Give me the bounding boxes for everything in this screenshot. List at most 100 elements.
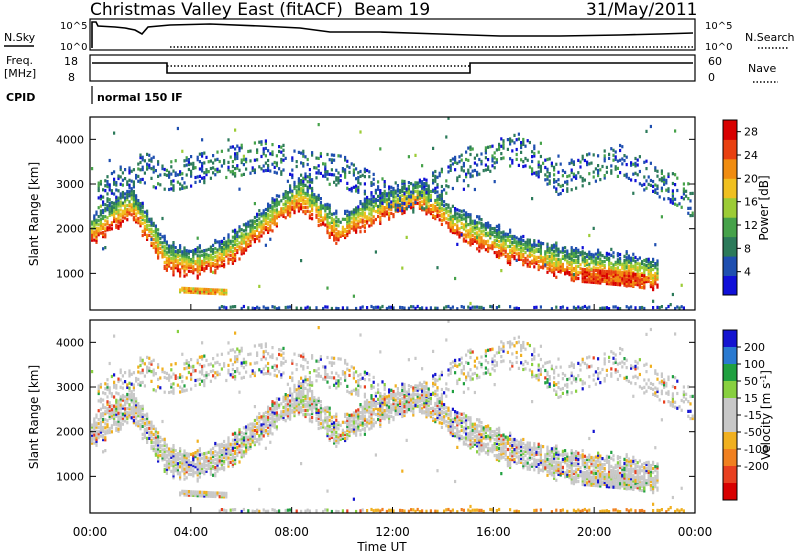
power-cell — [509, 137, 512, 141]
power-cell — [491, 245, 494, 249]
power-cell — [286, 179, 289, 183]
power-cell — [205, 168, 208, 172]
power-cell — [388, 305, 391, 309]
power-cell — [570, 272, 573, 276]
velocity-cell — [113, 373, 116, 377]
power-cell — [632, 280, 635, 284]
power-cell — [192, 166, 195, 170]
power-cell — [500, 137, 503, 141]
power-cell — [352, 226, 355, 230]
power-cell — [190, 269, 193, 274]
power-cell — [396, 201, 399, 205]
power-cell — [592, 272, 595, 276]
power-cell — [91, 236, 94, 240]
velocity-cell — [192, 492, 195, 496]
power-cell — [630, 282, 633, 286]
power-cell — [443, 212, 446, 216]
power-cell — [361, 214, 364, 218]
power-cell — [418, 193, 421, 197]
power-cell — [478, 233, 481, 237]
power-cell — [412, 197, 415, 201]
power-cell — [445, 184, 448, 188]
velocity-cell — [198, 382, 201, 386]
velocity-cell — [137, 404, 140, 408]
power-cell — [440, 208, 443, 212]
power-cell — [284, 202, 287, 206]
power-cell — [236, 151, 239, 156]
power-cell — [117, 204, 120, 208]
power-cell — [157, 160, 160, 164]
power-cell — [258, 231, 261, 235]
velocity-cell — [143, 431, 146, 435]
power-cell — [566, 265, 569, 269]
power-cell — [577, 256, 580, 260]
power-cell — [234, 240, 237, 244]
power-cell — [231, 253, 234, 257]
velocity-cell — [128, 415, 131, 419]
power-cell — [225, 244, 228, 248]
power-cell — [528, 254, 531, 258]
power-cell — [643, 276, 646, 280]
power-cell — [467, 168, 470, 172]
power-cell — [544, 258, 547, 262]
velocity-cell — [99, 430, 102, 434]
power-cell — [333, 230, 336, 234]
power-cell — [231, 243, 234, 247]
power-cell — [203, 161, 206, 165]
velocity-cell — [113, 416, 116, 420]
power-cell — [526, 244, 529, 248]
power-cell — [473, 168, 476, 173]
power-cell — [97, 223, 100, 227]
power-cell — [315, 195, 318, 199]
power-cell — [579, 251, 582, 255]
power-cell — [220, 259, 223, 264]
power-cell — [341, 225, 344, 229]
velocity-cell — [209, 466, 212, 470]
power-cell — [128, 212, 131, 216]
power-cell — [425, 184, 428, 188]
power-cell — [141, 217, 144, 221]
power-cell — [330, 153, 333, 157]
power-cell — [300, 191, 303, 195]
power-cell — [480, 222, 483, 226]
power-cell — [643, 284, 646, 288]
power-cell — [478, 157, 481, 162]
power-cell — [172, 247, 175, 251]
power-cell — [583, 263, 586, 267]
power-cell — [146, 215, 149, 219]
power-cell — [333, 158, 336, 162]
velocity-cell — [176, 454, 179, 458]
velocity-cell — [161, 456, 164, 460]
velocity-cell — [203, 458, 206, 462]
power-cell — [561, 254, 564, 258]
velocity-cell — [209, 362, 212, 366]
power-cell — [495, 224, 498, 228]
velocity-cell — [104, 412, 107, 416]
power-cell — [366, 205, 369, 209]
power-cell — [146, 213, 149, 217]
power-cell — [350, 220, 353, 224]
power-cell — [495, 254, 498, 259]
power-cell — [128, 178, 131, 182]
power-cell — [625, 262, 628, 266]
power-cell — [524, 156, 527, 161]
power-cell — [240, 160, 243, 165]
power-cell — [273, 204, 276, 208]
power-cell — [636, 158, 639, 162]
power-cell — [363, 192, 366, 196]
power-cell — [150, 167, 153, 171]
power-cell — [366, 219, 369, 223]
power-cell — [436, 214, 439, 218]
power-cell — [599, 259, 602, 263]
power-cell — [654, 243, 657, 247]
velocity-cell — [172, 456, 175, 460]
power-cell — [174, 254, 177, 258]
power-cell — [399, 196, 402, 200]
power-cell — [126, 218, 129, 222]
power-cell — [513, 306, 516, 310]
power-cell — [570, 264, 573, 268]
velocity-cell — [150, 420, 153, 424]
power-cell — [484, 222, 487, 226]
power-cell — [465, 239, 468, 243]
power-cell — [97, 184, 100, 188]
